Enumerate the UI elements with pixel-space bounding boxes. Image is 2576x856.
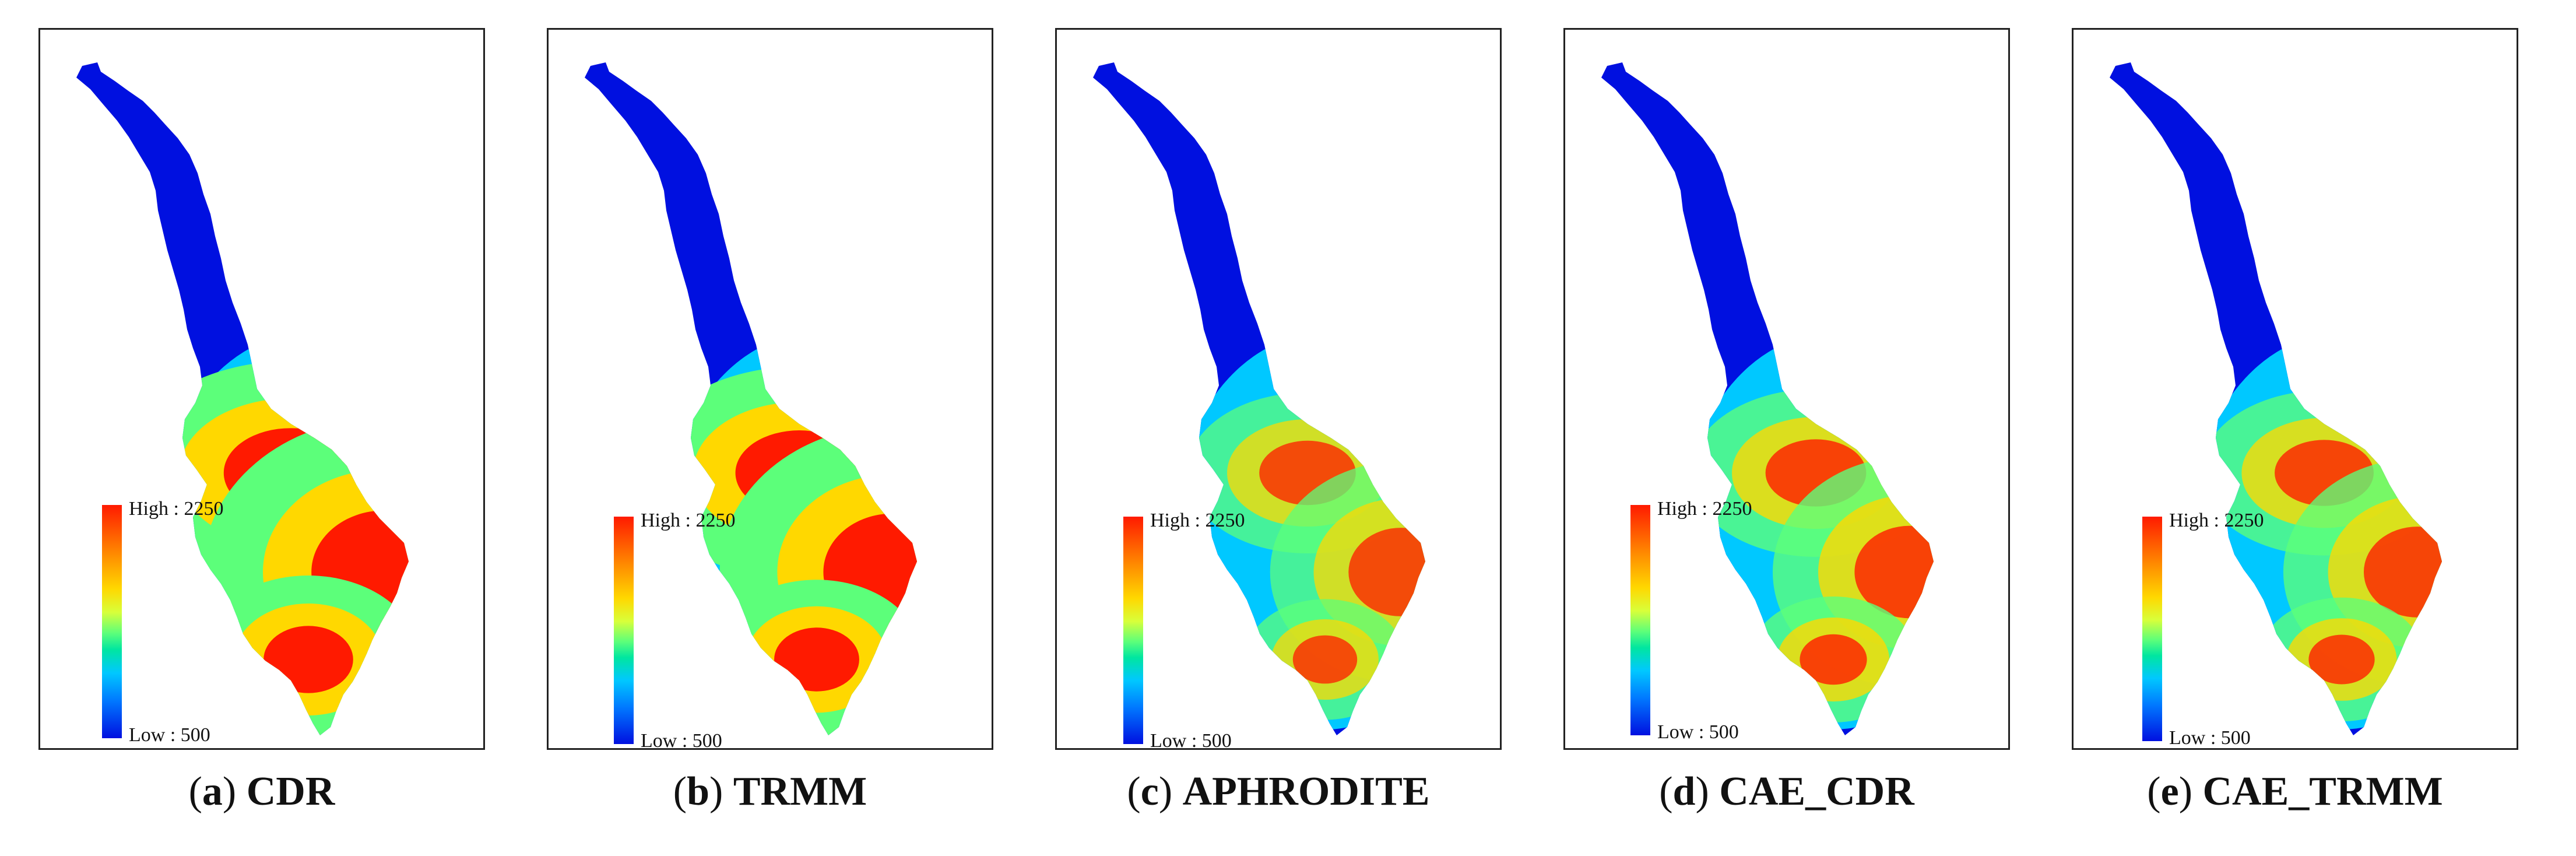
color-legend: High : 2250 Low : 500: [614, 510, 859, 748]
legend-high-label: High : 2250: [1657, 498, 1752, 520]
legend-low-label: Low : 500: [1150, 730, 1232, 750]
legend-high-label: High : 2250: [2169, 510, 2264, 531]
river-basin-map: [1093, 62, 1425, 735]
caption-b: (b) TRMM: [673, 769, 867, 814]
caption-a: (a) CDR: [188, 769, 335, 814]
caption-d: (d) CAE_CDR: [1659, 769, 1914, 814]
legend-color-bar: [1630, 505, 1650, 735]
caption-c: (c) APHRODITE: [1127, 769, 1430, 814]
legend-color-bar: [2142, 517, 2162, 741]
legend-low-label: Low : 500: [1657, 721, 1739, 743]
legend-high-label: High : 2250: [129, 498, 224, 520]
river-basin-map: [585, 62, 917, 735]
caption-letter: d: [1672, 769, 1696, 814]
legend-low-label: Low : 500: [641, 730, 722, 750]
river-basin-map: [76, 62, 409, 735]
map-panel-d: High : 2250 Low : 500: [1563, 28, 2010, 750]
legend-color-bar: [102, 505, 122, 738]
caption-letter: e: [2160, 769, 2179, 814]
map-panel-b: High : 2250 Low : 500: [547, 28, 993, 750]
map-panel-e: High : 2250 Low : 500: [2072, 28, 2518, 750]
legend-high-label: High : 2250: [641, 510, 736, 531]
caption-letter: b: [687, 769, 710, 814]
caption-name: CDR: [246, 769, 335, 814]
legend-low-label: Low : 500: [129, 724, 210, 746]
caption-e: (e) CAE_TRMM: [2147, 769, 2443, 814]
color-legend: High : 2250 Low : 500: [1630, 498, 1875, 743]
map-panel-c: High : 2250 Low : 500: [1055, 28, 1502, 750]
legend-color-bar: [614, 517, 634, 744]
caption-name: CAE_CDR: [1719, 769, 1914, 814]
map-panel-a: High : 2250 Low : 500: [38, 28, 485, 750]
caption-name: TRMM: [733, 769, 867, 814]
legend-low-label: Low : 500: [2169, 727, 2251, 749]
caption-name: CAE_TRMM: [2202, 769, 2443, 814]
legend-high-label: High : 2250: [1150, 510, 1245, 531]
legend-color-bar: [1123, 517, 1143, 744]
caption-letter: c: [1140, 769, 1159, 814]
river-basin-map: [1601, 62, 1934, 735]
color-legend: High : 2250 Low : 500: [1123, 510, 1368, 748]
caption-name: APHRODITE: [1182, 769, 1430, 814]
color-legend: High : 2250 Low : 500: [2142, 510, 2387, 748]
color-legend: High : 2250 Low : 500: [102, 498, 347, 746]
caption-letter: a: [202, 769, 223, 814]
river-basin-map: [2110, 62, 2442, 735]
